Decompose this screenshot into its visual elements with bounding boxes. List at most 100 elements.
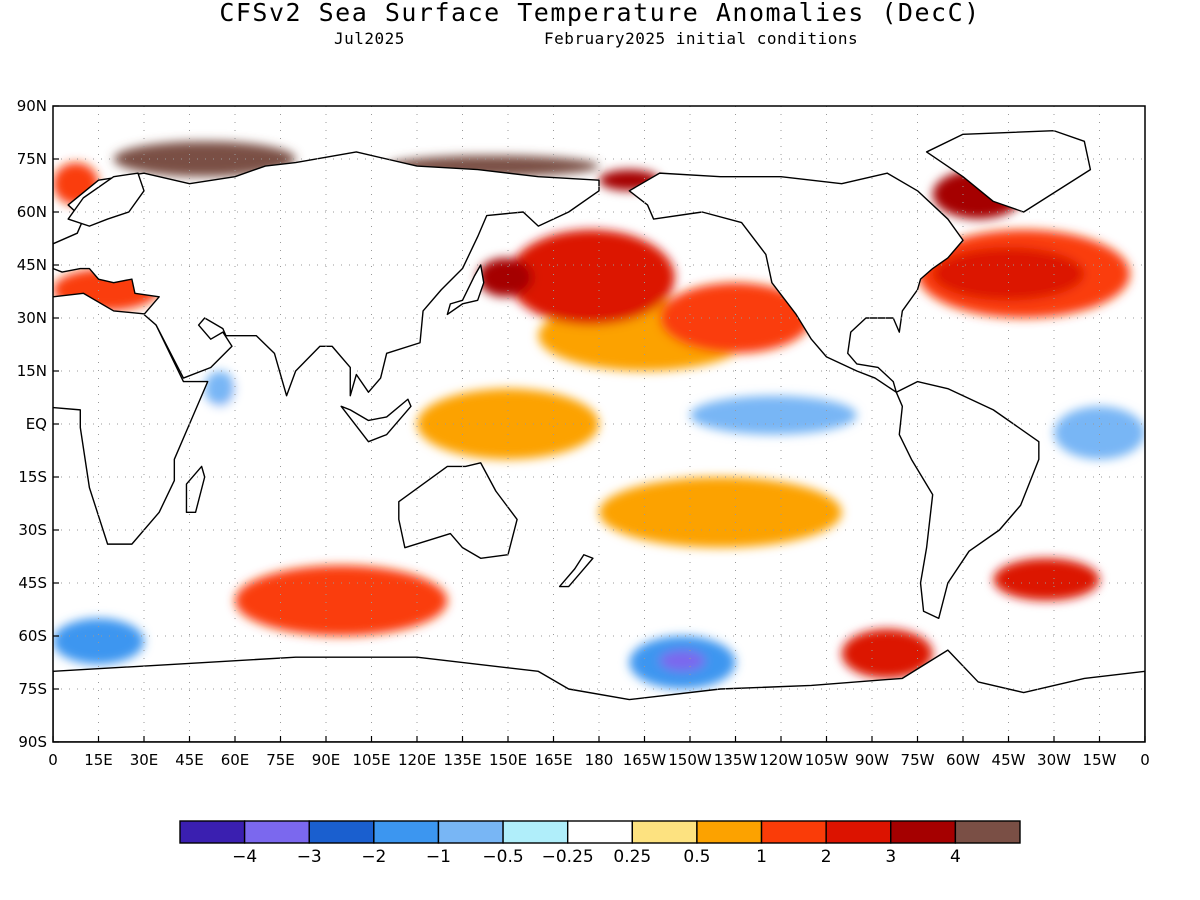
colorbar-swatch xyxy=(825,820,892,844)
colorbar-swatch xyxy=(696,820,763,844)
lon-tick-label: 60E xyxy=(221,751,250,769)
colorbar-swatch xyxy=(631,820,698,844)
map-title: CFSv2 Sea Surface Temperature Anomalies … xyxy=(219,0,981,27)
anomaly-region xyxy=(690,395,857,435)
lon-tick-label: 45W xyxy=(992,751,1026,769)
lon-tick-label: 90E xyxy=(312,751,341,769)
lat-tick-label: 30S xyxy=(18,521,47,539)
anomaly-field xyxy=(53,141,1145,689)
lon-tick-label: 45E xyxy=(175,751,204,769)
continents xyxy=(53,130,1145,742)
lat-tick-label: 90N xyxy=(17,97,47,115)
anomaly-region xyxy=(659,282,812,354)
lon-tick-label: 30W xyxy=(1037,751,1071,769)
colorbar-label: 1 xyxy=(756,847,767,867)
lon-tick-label: 90W xyxy=(855,751,889,769)
longitude-axis: 0 15E 30E 45E 60E 75E 90E 105E 120E 135E 150E 165E 1… xyxy=(48,736,1150,769)
initial-conditions-label: February2025 initial conditions xyxy=(544,29,859,48)
lon-tick-label: 165W xyxy=(623,751,667,769)
anomaly-region xyxy=(204,371,235,407)
lat-tick-label: 60S xyxy=(18,627,47,645)
lon-tick-label: 60W xyxy=(946,751,980,769)
colorbar-swatch xyxy=(243,820,310,844)
landmass-north-america xyxy=(628,172,964,393)
lat-tick-label: 75N xyxy=(17,150,47,168)
lon-tick-label: 135W xyxy=(714,751,758,769)
lon-tick-label: 15E xyxy=(84,751,113,769)
anomaly-region xyxy=(599,476,842,548)
colorbar: −4 −3 −2 −1 −0.5 −0.25 0.25 0.5 1 2 3 4 xyxy=(179,820,1021,867)
anomaly-region xyxy=(204,371,357,495)
colorbar-label: −0.5 xyxy=(482,847,523,867)
landmass-australia xyxy=(398,462,518,559)
lon-tick-label: 0 xyxy=(48,751,58,769)
landmass-japan xyxy=(446,264,485,316)
lat-tick-label: 60N xyxy=(17,203,47,221)
lat-tick-label: 45N xyxy=(17,256,47,274)
lon-tick-label: 150W xyxy=(668,751,712,769)
latitude-axis: 90N 75N 60N 45N 30N 15N EQ 15S 30S 45S 60S 75S 90S xyxy=(17,97,59,751)
colorbar-swatch xyxy=(437,820,504,844)
anomaly-region xyxy=(1054,406,1145,460)
lat-tick-label: 15N xyxy=(17,362,47,380)
anomaly-region xyxy=(841,628,933,679)
lat-tick-label: EQ xyxy=(26,415,47,433)
colorbar-label: −3 xyxy=(297,847,322,867)
lat-tick-label: 15S xyxy=(18,468,47,486)
landmass-antarctica xyxy=(53,649,1145,742)
landmass-madagascar xyxy=(185,465,206,514)
lat-tick-label: 45S xyxy=(18,574,47,592)
anomaly-region xyxy=(508,229,675,326)
anomaly-region xyxy=(53,618,144,665)
landmass-borneo-sumatra xyxy=(340,398,412,443)
colorbar-label: −1 xyxy=(426,847,451,867)
lat-tick-label: 30N xyxy=(17,309,47,327)
landmass-europe-north xyxy=(67,172,145,227)
lat-tick-label: 75S xyxy=(18,680,47,698)
colorbar-label: 0.25 xyxy=(613,847,651,867)
colorbar-label: 3 xyxy=(885,847,896,867)
lat-tick-label: 90S xyxy=(18,733,47,751)
valid-month-label: Jul2025 xyxy=(334,29,405,48)
lon-tick-label: 120E xyxy=(398,751,436,769)
anomaly-region xyxy=(417,388,599,460)
colorbar-swatch xyxy=(890,820,957,844)
landmass-greenland xyxy=(925,130,1092,213)
anomaly-region xyxy=(113,141,296,177)
lon-tick-label: 120W xyxy=(759,751,803,769)
colorbar-swatch xyxy=(760,820,827,844)
anomaly-region xyxy=(993,558,1100,601)
lon-tick-label: 150E xyxy=(489,751,527,769)
colorbar-swatch xyxy=(179,820,246,844)
colorbar-label: −0.25 xyxy=(542,847,594,867)
landmass-africa xyxy=(53,292,209,545)
landmass-new-zealand xyxy=(558,554,594,588)
anomaly-region xyxy=(932,247,1085,301)
lon-tick-label: 15W xyxy=(1083,751,1117,769)
anomaly-region xyxy=(659,650,706,672)
lon-tick-label: 135E xyxy=(443,751,481,769)
lon-tick-label: 75E xyxy=(266,751,295,769)
colorbar-swatch xyxy=(308,820,375,844)
colorbar-label: 0.5 xyxy=(683,847,710,867)
landmass-eurasia-west xyxy=(53,151,600,397)
colorbar-label: 2 xyxy=(821,847,832,867)
lon-tick-label: 105E xyxy=(352,751,390,769)
colorbar-swatch xyxy=(502,820,569,844)
colorbar-label: −2 xyxy=(361,847,386,867)
lon-tick-label: 0 xyxy=(1140,751,1150,769)
lon-tick-label: 165E xyxy=(534,751,572,769)
colorbar-label: −4 xyxy=(232,847,257,867)
colorbar-swatch xyxy=(373,820,440,844)
colorbar-swatch xyxy=(954,820,1021,844)
anomaly-region xyxy=(235,565,448,637)
landmass-south-america xyxy=(895,380,1040,620)
colorbar-swatch xyxy=(566,820,634,844)
colorbar-label: 4 xyxy=(950,847,961,867)
anomaly-region xyxy=(477,257,533,297)
lon-tick-label: 75W xyxy=(901,751,935,769)
lon-tick-label: 30E xyxy=(130,751,159,769)
lon-tick-label: 105W xyxy=(805,751,849,769)
lon-tick-label: 180 xyxy=(585,751,614,769)
